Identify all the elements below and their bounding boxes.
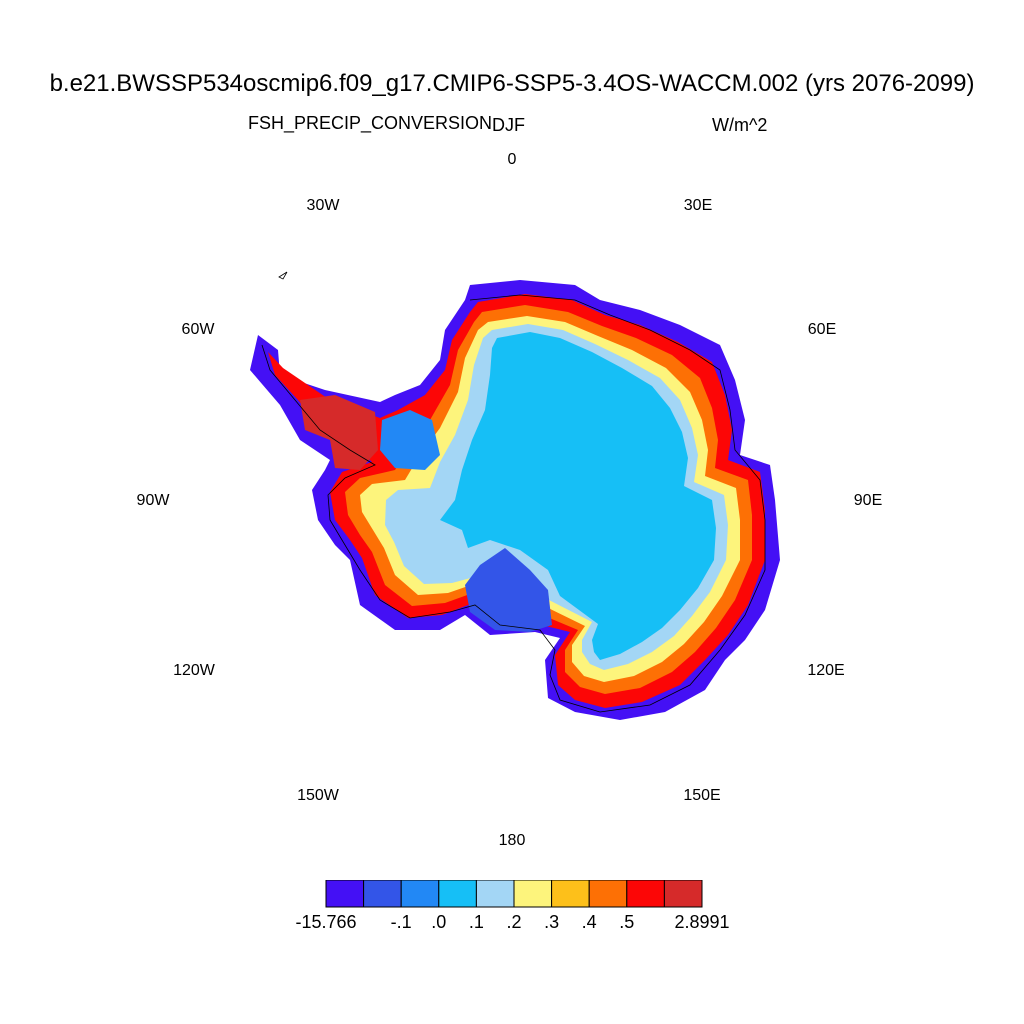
colorbar-tick-label: -.1 [390, 912, 412, 932]
lon-label-60w: 60W [181, 321, 215, 338]
colorbar-tick-label: .5 [619, 912, 635, 932]
coastline [261, 294, 766, 713]
colorbar-box [475, 880, 515, 908]
weddell-region [380, 410, 440, 470]
colorbar-box [663, 880, 703, 908]
colorbar-box [325, 880, 365, 908]
colorbar-tick-label: 2.8991 [674, 912, 730, 932]
lon-label-0: 0 [507, 151, 517, 168]
colorbar-box [363, 880, 402, 908]
lon-label-90e: 90E [853, 492, 883, 509]
colorbar-tick-label: .4 [581, 912, 597, 932]
colorbar-box [400, 880, 440, 908]
colorbar-box [588, 880, 628, 908]
colorbar-box [438, 880, 477, 908]
colorbar-tick-label: .1 [468, 912, 484, 932]
colorbar-box [626, 880, 665, 908]
colorbar-tick-label: -15.766 [295, 912, 357, 932]
lon-label-180: 180 [498, 832, 526, 849]
colorbar-box [551, 880, 590, 908]
colorbar-tick-label: .3 [544, 912, 560, 932]
variable-name: FSH_PRECIP_CONVERSION [248, 113, 493, 133]
lon-label-120w: 120W [173, 662, 215, 679]
colorbar-tick-label: .2 [506, 912, 522, 932]
ross-ice-shelf [465, 548, 552, 632]
units-label: W/m^2 [712, 115, 768, 135]
lon-label-60e: 60E [807, 321, 837, 338]
lon-label-90w: 90W [136, 492, 170, 509]
colorbar-box [513, 880, 553, 908]
season-label: DJF [492, 115, 525, 135]
lon-label-30w: 30W [306, 197, 340, 214]
lon-label-150e: 150E [683, 787, 721, 804]
antarctica-field [250, 271, 780, 720]
plot-title: b.e21.BWSSP534oscmip6.f09_g17.CMIP6-SSP5… [49, 70, 975, 97]
colorbar [325, 880, 703, 908]
lon-label-30e: 30E [683, 197, 713, 214]
peninsula-red-zone [300, 395, 378, 470]
lon-label-150w: 150W [297, 787, 339, 804]
colorbar-tick-label: .0 [431, 912, 447, 932]
island-outline [278, 271, 288, 280]
lon-label-120e: 120E [807, 662, 845, 679]
interior-plateau [440, 332, 716, 660]
